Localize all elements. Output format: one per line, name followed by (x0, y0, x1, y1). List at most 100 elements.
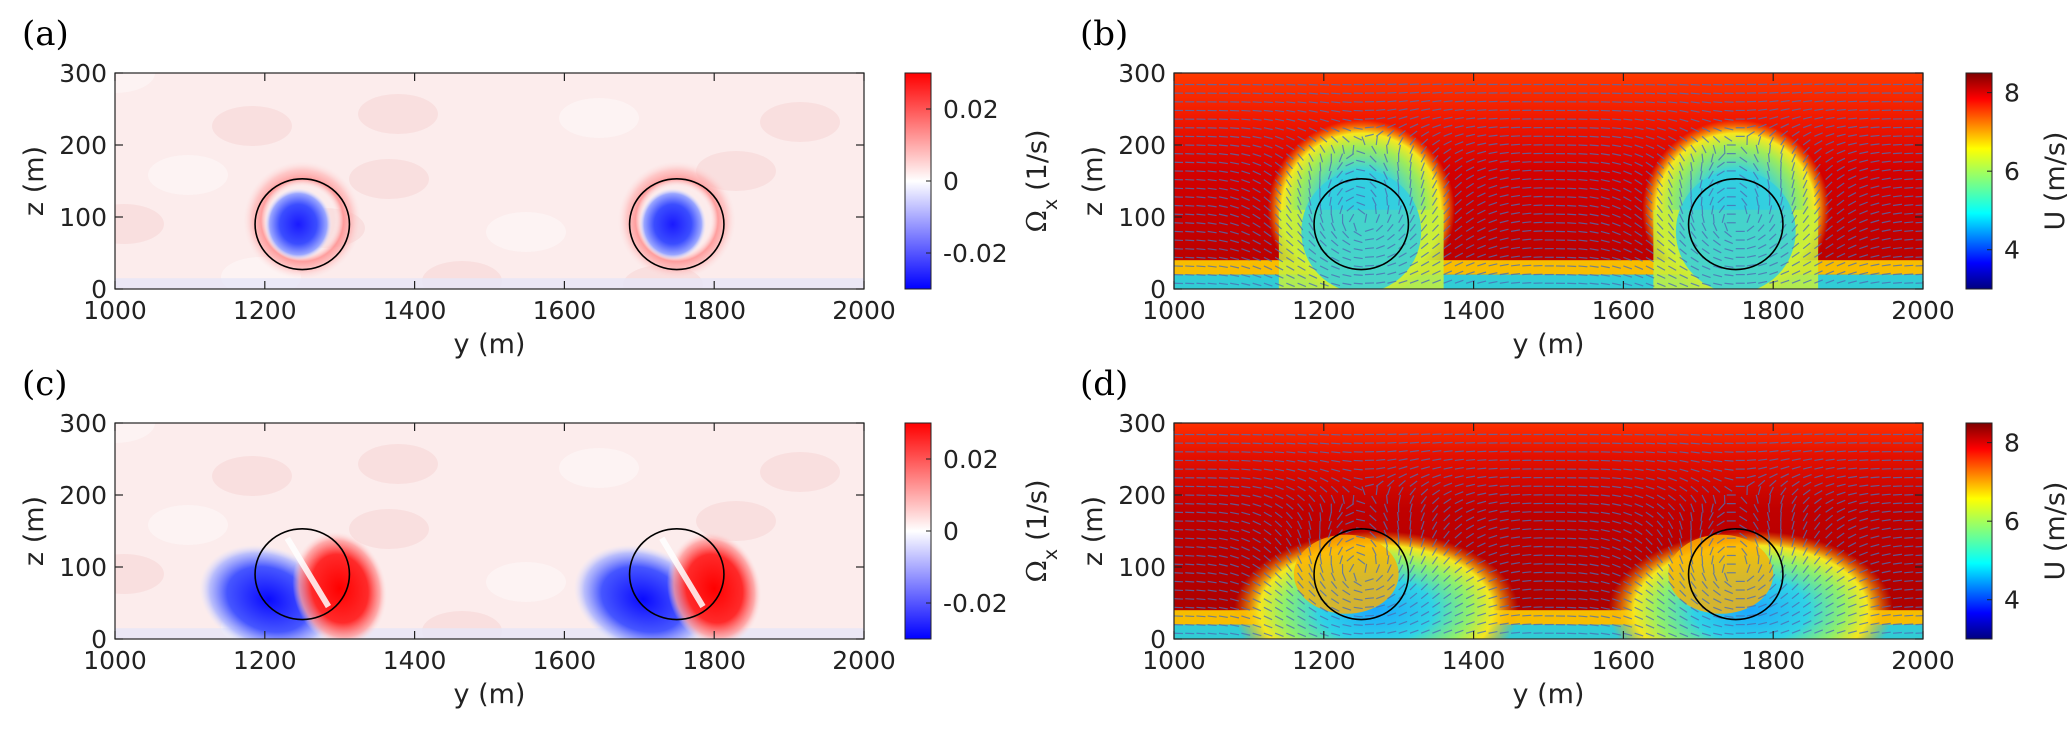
plot-frame (114, 422, 865, 640)
x-axis-title: y (m) (454, 329, 526, 360)
texture-blob (358, 444, 438, 484)
colorbar-tick-label: 6 (2004, 507, 2020, 536)
x-tick-label: 1400 (1442, 646, 1506, 675)
x-tick-label: 2000 (832, 296, 896, 325)
y-axis-title: z (m) (19, 146, 50, 216)
shear-line (284, 536, 332, 609)
colorbar-title: Ωx(1/s) (1022, 479, 1062, 582)
y-axis-title: z (m) (1078, 146, 1109, 216)
x-axis-title: y (m) (1513, 679, 1585, 710)
colorbar-gradient (1965, 72, 1993, 290)
panel-label: (c) (22, 364, 68, 404)
texture-blob (349, 159, 429, 199)
field-c (115, 423, 864, 639)
x-tick-label: 1200 (233, 296, 297, 325)
colorbar-tick-label: 8 (2004, 429, 2020, 458)
x-tick-label: 1000 (1142, 296, 1206, 325)
panel-label: (b) (1080, 14, 1128, 54)
texture-blob (115, 423, 155, 443)
texture-blob (148, 505, 228, 545)
field-b (1174, 73, 1923, 289)
texture-blob (115, 204, 164, 244)
texture-blob (559, 98, 639, 138)
wake-core (1301, 170, 1422, 289)
ground-layer (115, 628, 864, 639)
colorbar-d: 4 6 8 U (m/s) (1965, 422, 2067, 640)
x-tick-label: 2000 (832, 646, 896, 675)
y-tick-label: 300 (59, 409, 107, 438)
y-tick-label: 0 (91, 275, 107, 304)
y-tick-label: 0 (91, 625, 107, 654)
colorbar-title: Ωx(1/s) (1022, 129, 1062, 232)
x-tick-label: 1800 (682, 296, 746, 325)
colorbar-tick-label: 0.02 (943, 95, 999, 124)
colorbar-tick-label: 0.02 (943, 445, 999, 474)
panel-d: 1000 1200 1400 1600 1800 2000 0 100 200 300 y (m) z… (1078, 364, 2067, 710)
panel-b: 1000 1200 1400 1600 1800 2000 0 100 200 300 y (m) z… (1078, 14, 2067, 360)
x-tick-label: 1600 (1592, 646, 1656, 675)
colorbar-tick-label: 8 (2004, 79, 2020, 108)
panel-c: 1000 1200 1400 1600 1800 2000 0 100 200 300 y (m) z… (19, 364, 1062, 710)
x-tick-label: 2000 (1891, 646, 1955, 675)
y-tick-label: 200 (1118, 131, 1166, 160)
colorbar-tick-label: 6 (2004, 157, 2020, 186)
texture-blob (559, 448, 639, 488)
y-axis-title: z (m) (19, 496, 50, 566)
y-tick-label: 100 (59, 203, 107, 232)
rotor-circle (1313, 528, 1410, 621)
panel-label: (a) (22, 14, 69, 54)
texture-blob (349, 509, 429, 549)
field-a (115, 73, 864, 289)
rotor-circle (1687, 178, 1784, 271)
x-tick-label: 1600 (533, 646, 597, 675)
texture-blob (486, 562, 566, 602)
velocity-vectors (1174, 433, 1923, 638)
texture-blob (212, 106, 292, 146)
x-tick-label: 1800 (1741, 296, 1805, 325)
panel-label: (d) (1080, 364, 1128, 404)
x-tick-label: 2000 (1891, 296, 1955, 325)
x-tick-label: 1600 (533, 296, 597, 325)
x-tick-label: 1400 (383, 296, 447, 325)
x-axis-title: y (m) (454, 679, 526, 710)
texture-blob (212, 456, 292, 496)
colorbar-tick-label: 4 (2004, 236, 2020, 265)
rotor-circle (254, 178, 351, 271)
rotor-circle (1687, 528, 1784, 621)
y-tick-label: 300 (59, 59, 107, 88)
texture-blob (486, 212, 566, 252)
y-tick-label: 200 (59, 481, 107, 510)
colorbar-tick-label: 0 (943, 167, 959, 196)
ground-layer (115, 278, 864, 289)
y-tick-label: 100 (1118, 553, 1166, 582)
texture-blob (760, 102, 840, 142)
x-tick-label: 1600 (1592, 296, 1656, 325)
x-tick-label: 1200 (1292, 296, 1356, 325)
y-tick-label: 0 (1150, 275, 1166, 304)
y-tick-label: 300 (1118, 59, 1166, 88)
negative-core (264, 188, 332, 261)
colorbar-tick-label: 4 (2004, 586, 2020, 615)
rotor-circle (254, 528, 351, 621)
y-axis-title: z (m) (1078, 496, 1109, 566)
colorbar-c: -0.02 0 0.02 Ωx(1/s) (904, 422, 1062, 640)
rotor-circle (628, 178, 725, 271)
texture-blob (760, 452, 840, 492)
x-tick-label: 1400 (383, 646, 447, 675)
x-tick-label: 1000 (1142, 646, 1206, 675)
plot-frame (1173, 72, 1924, 290)
y-tick-label: 300 (1118, 409, 1166, 438)
y-tick-label: 100 (1118, 203, 1166, 232)
y-tick-label: 100 (59, 553, 107, 582)
texture-blob (115, 554, 164, 594)
x-tick-label: 1200 (1292, 646, 1356, 675)
texture-blob (696, 501, 776, 541)
colorbar-b: 4 6 8 U (m/s) (1965, 72, 2067, 290)
shear-line (659, 536, 706, 609)
x-tick-label: 1800 (1741, 646, 1805, 675)
colorbar-tick-label: -0.02 (943, 239, 1008, 268)
y-tick-label: 200 (1118, 481, 1166, 510)
texture-blob (115, 73, 155, 93)
plot-frame (114, 72, 865, 290)
